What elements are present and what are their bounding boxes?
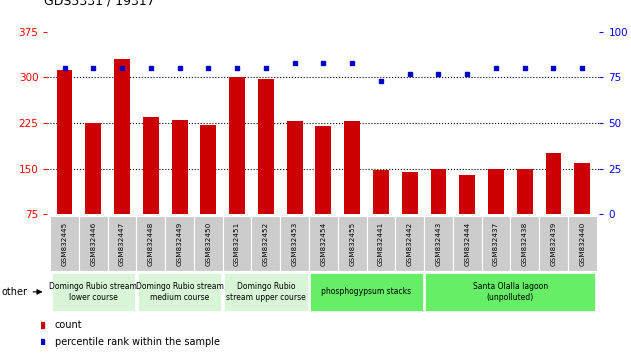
Bar	[345, 121, 360, 260]
Bar	[108, 216, 136, 271]
Text: GSM832453: GSM832453	[292, 221, 298, 266]
Bar	[223, 216, 252, 271]
Bar	[546, 153, 562, 260]
Bar	[539, 216, 568, 271]
Bar	[425, 273, 595, 310]
Text: GSM832443: GSM832443	[435, 221, 442, 266]
Bar	[172, 120, 187, 260]
Text: GSM832439: GSM832439	[550, 221, 557, 266]
Text: GSM832452: GSM832452	[263, 221, 269, 266]
Bar	[481, 216, 510, 271]
Text: GSM832444: GSM832444	[464, 221, 470, 266]
Bar	[488, 169, 504, 260]
Bar	[165, 216, 194, 271]
Text: GSM832442: GSM832442	[406, 221, 413, 266]
Bar	[258, 79, 274, 260]
Text: GSM832445: GSM832445	[62, 221, 68, 266]
Text: GSM832450: GSM832450	[205, 221, 211, 266]
Text: GSM832437: GSM832437	[493, 221, 499, 266]
Bar	[402, 172, 418, 260]
Text: Santa Olalla lagoon
(unpolluted): Santa Olalla lagoon (unpolluted)	[473, 282, 548, 302]
Text: GSM832449: GSM832449	[177, 221, 182, 266]
Bar	[201, 125, 216, 260]
Bar	[143, 117, 159, 260]
Text: GSM832448: GSM832448	[148, 221, 154, 266]
Bar	[510, 216, 539, 271]
Text: phosphogypsum stacks: phosphogypsum stacks	[321, 287, 411, 296]
Bar	[229, 78, 245, 260]
Text: GSM832446: GSM832446	[90, 221, 97, 266]
Text: GSM832438: GSM832438	[522, 221, 528, 266]
Bar	[316, 126, 331, 260]
Bar	[517, 169, 533, 260]
Bar	[114, 59, 130, 260]
Text: Domingo Rubio stream
medium course: Domingo Rubio stream medium course	[136, 282, 223, 302]
Bar	[309, 216, 338, 271]
Bar	[459, 175, 475, 260]
Bar	[373, 170, 389, 260]
Bar	[395, 216, 424, 271]
Bar	[310, 273, 423, 310]
Bar	[85, 123, 101, 260]
Bar	[280, 216, 309, 271]
Bar	[424, 216, 453, 271]
Text: other: other	[1, 287, 27, 297]
Bar	[338, 216, 367, 271]
Text: GSM832440: GSM832440	[579, 221, 585, 266]
Bar	[194, 216, 223, 271]
Text: Domingo Rubio
stream upper course: Domingo Rubio stream upper course	[226, 282, 306, 302]
Text: GSM832441: GSM832441	[378, 221, 384, 266]
Text: Domingo Rubio stream
lower course: Domingo Rubio stream lower course	[49, 282, 138, 302]
Text: GSM832454: GSM832454	[321, 221, 326, 266]
Text: GSM832447: GSM832447	[119, 221, 125, 266]
Bar	[50, 216, 79, 271]
Text: GSM832451: GSM832451	[234, 221, 240, 266]
Text: GSM832455: GSM832455	[349, 221, 355, 266]
Text: count: count	[55, 320, 83, 330]
Bar	[138, 273, 221, 310]
Bar	[79, 216, 108, 271]
Text: GDS5331 / 19317: GDS5331 / 19317	[44, 0, 155, 7]
Bar	[52, 273, 135, 310]
Bar	[57, 69, 73, 260]
Bar	[574, 162, 590, 260]
Bar	[367, 216, 395, 271]
Bar	[430, 169, 446, 260]
Bar	[252, 216, 280, 271]
Bar	[136, 216, 165, 271]
Bar	[286, 121, 302, 260]
Bar	[453, 216, 481, 271]
Bar	[224, 273, 307, 310]
Bar	[568, 216, 596, 271]
Text: percentile rank within the sample: percentile rank within the sample	[55, 337, 220, 348]
